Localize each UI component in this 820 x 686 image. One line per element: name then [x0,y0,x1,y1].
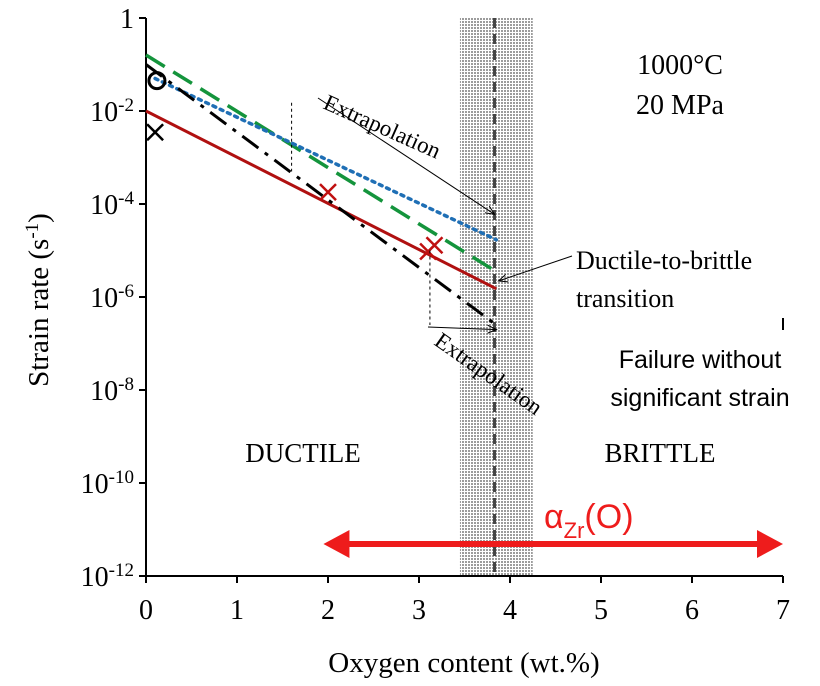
phase-range-left-head [323,530,350,558]
x-tick-labels: 0 1 2 3 4 5 6 7 [139,595,790,626]
y-tick-label: 10-8 [90,374,134,408]
transition-label-line1: Ductile-to-brittle [576,246,752,275]
y-axis-label-sup: -1 [22,223,43,239]
x-axis-label: Oxygen content (wt.%) [328,647,599,679]
ductile-region-label: DUCTILE [245,438,360,468]
x-tick-label: 0 [139,595,153,626]
phase-range-right-head [757,530,783,558]
brittle-region-label: BRITTLE [605,438,716,468]
y-tick-label: 10-2 [90,95,134,129]
y-tick-label: 10-12 [81,560,134,594]
x-tick-label: 4 [503,595,517,626]
y-tick-label: 10-4 [90,188,134,222]
x-tick-label: 5 [594,595,608,626]
transition-band-layer [459,18,533,576]
y-tick-label: 10-10 [81,467,134,501]
data-marker-cross [319,183,337,202]
y-axis-label-main: Strain rate (s [23,239,55,387]
transition-band [459,18,533,576]
phase-label-tail: (O) [584,498,633,536]
series-line-dotted [153,76,499,242]
failure-label-line2: significant strain [610,384,789,412]
series-layer [145,53,499,327]
temperature-label: 1000°C [637,50,723,81]
stress-label: 20 MPa [636,90,724,121]
data-marker-cross [146,123,164,142]
data-marker-cross [425,236,444,255]
y-axis-label-close: ) [23,213,55,223]
transition-label-line2: transition [576,284,674,313]
data-marker-circle [147,71,167,91]
failure-label-line1: Failure without [619,346,782,374]
markers-layer [146,71,444,261]
x-tick-label: 7 [776,595,790,626]
y-tick-label: 1 [120,4,134,35]
y-tick-labels: 1 10-2 10-4 10-6 10-8 10-10 10-12 [81,4,135,593]
transition-pointer-arrow [499,255,573,281]
phase-label-alpha: α [544,498,564,536]
x-tick-label: 2 [321,595,335,626]
y-tick-label: 10-6 [90,281,134,315]
extrapolation-upper-label: Extrapolation [320,90,445,164]
x-tick-label: 6 [685,595,699,626]
x-tick-label: 3 [412,595,426,626]
x-tick-label: 1 [230,595,244,626]
series-line-long-dash [145,53,498,274]
phase-label-sub: Zr [564,518,585,543]
y-axis-label: Strain rate (s-1) [22,213,56,387]
annotations-layer [291,97,784,558]
series-line-dash-dot [145,63,498,327]
extrapolation-lower-arrow [427,327,497,330]
extrapolation-upper-arrow [317,97,495,214]
phase-label: αZr(O) [544,498,634,543]
